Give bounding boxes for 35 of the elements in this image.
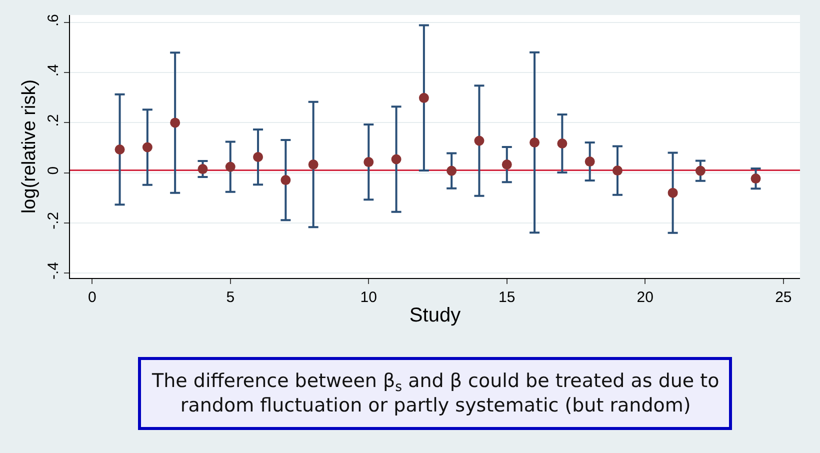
y-tick-label: -.4	[45, 262, 62, 280]
text: The difference between β$_{s}$ and β could be treated as due to random fluctuation or partly systematic (but random)	[151, 370, 720, 417]
point	[612, 166, 622, 176]
point	[502, 160, 512, 170]
point	[142, 142, 152, 152]
point	[474, 136, 484, 146]
point	[114, 144, 125, 155]
x-tick-label: 10	[360, 289, 377, 306]
y-tick-label: .2	[45, 114, 62, 127]
point	[530, 137, 540, 148]
y-axis-title: log(relative risk)	[18, 79, 40, 214]
point	[308, 160, 318, 170]
point	[364, 157, 374, 168]
point	[695, 166, 706, 176]
point	[253, 152, 264, 162]
point	[391, 154, 402, 164]
point	[750, 174, 761, 184]
x-tick-label: 0	[88, 289, 96, 306]
x-tick-label: 20	[636, 289, 654, 306]
point	[446, 166, 457, 176]
x-tick-label: 5	[226, 289, 235, 306]
x-tick-label: 15	[498, 289, 516, 306]
point	[557, 138, 568, 148]
point	[280, 175, 291, 186]
point	[668, 188, 678, 198]
y-tick-label: .4	[45, 64, 62, 77]
y-tick-label: .6	[45, 14, 62, 27]
x-tick-label: 25	[775, 289, 792, 306]
point	[418, 92, 429, 103]
y-tick-label: -.2	[45, 212, 62, 230]
point	[225, 162, 236, 172]
x-axis-title: Study	[409, 304, 461, 326]
point	[584, 156, 595, 167]
point	[170, 118, 180, 128]
y-tick-label: 0	[45, 166, 62, 175]
